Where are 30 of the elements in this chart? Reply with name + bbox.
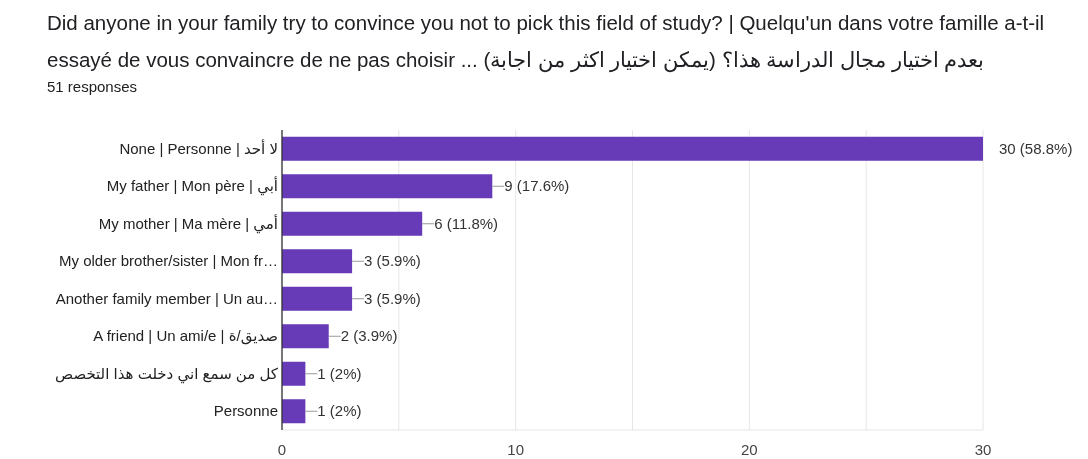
x-tick-label: 0 — [277, 441, 287, 458]
y-tick-label: كل من سمع اني دخلت هذا التخصص — [55, 364, 279, 384]
x-tick-label: 30 — [974, 441, 992, 458]
x-tick-label: 10 — [507, 441, 525, 458]
data-label: 3 (5.9%) — [364, 252, 421, 270]
data-label: 1 (2%) — [317, 364, 362, 382]
y-tick-label: None | Personne | لا أحد — [119, 138, 278, 157]
y-tick-label: A friend | Un ami/e | صديق/ة — [93, 327, 278, 346]
bar — [282, 136, 983, 161]
bar — [282, 399, 306, 424]
bar — [282, 249, 353, 274]
data-label: 9 (17.6%) — [504, 177, 570, 195]
data-label: 3 (5.9%) — [364, 289, 421, 307]
y-tick-label: My older brother/sister | Mon fr… — [59, 252, 278, 270]
bar — [282, 286, 353, 311]
text: 51 responses — [47, 78, 138, 95]
bar — [282, 174, 493, 199]
data-label: 1 (2%) — [317, 402, 362, 420]
y-tick-label: Another family member | Un au… — [55, 289, 278, 307]
data-label: 2 (3.9%) — [340, 327, 398, 345]
bar — [282, 361, 306, 386]
bar — [282, 211, 423, 236]
x-tick-label: 20 — [740, 441, 758, 458]
y-tick-label: Personne — [213, 402, 278, 420]
y-tick-label: My mother | Ma mère | أمي — [98, 213, 278, 234]
y-tick-label: My father | Mon père | أبي — [106, 176, 278, 197]
bar — [282, 324, 329, 349]
data-label: 30 (58.8%) — [999, 139, 1073, 157]
data-label: 6 (11.8%) — [434, 214, 499, 232]
chart-title: Did anyone in your family try to convince you not to pick this field of study? | Quelqu'un dans votre famille a-t-il essayé de vous convaincre de ne pas choisir ... بعدم اختيار مجال الدراسة هذا؟ (يمكن اختيار اكثر من اجابة) — [47, 10, 1046, 75]
